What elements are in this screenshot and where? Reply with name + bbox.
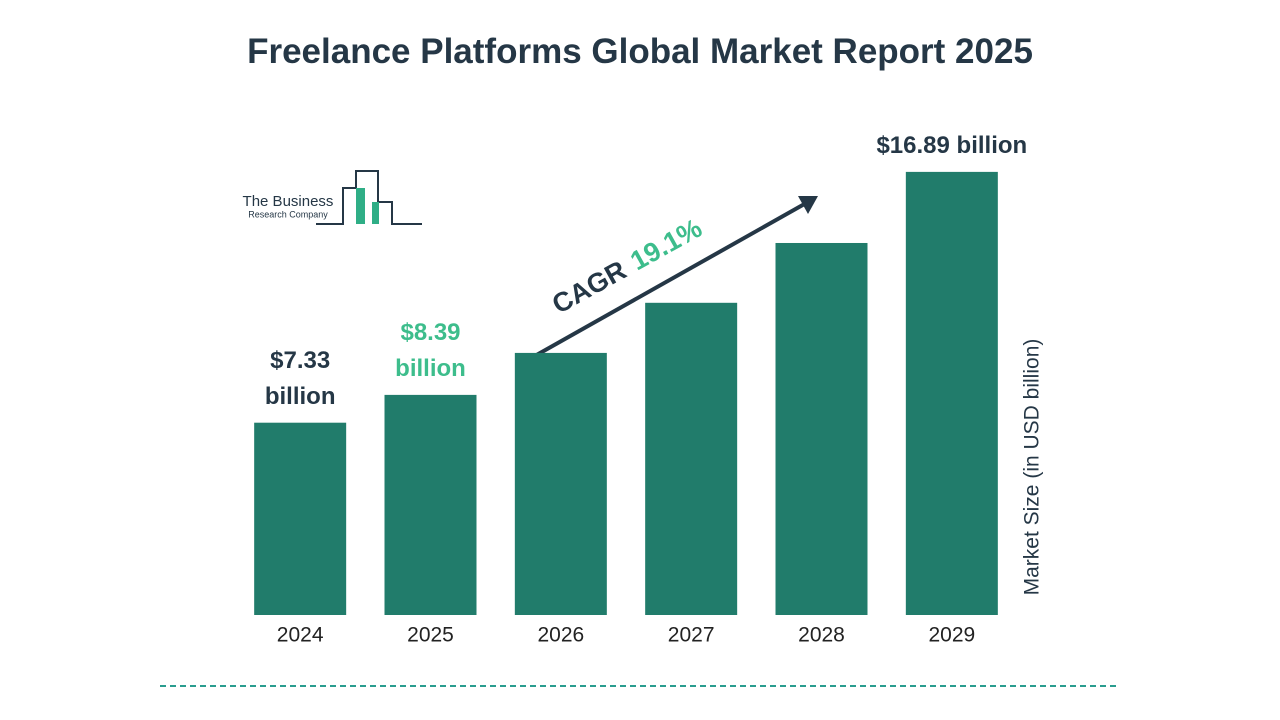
bar — [384, 394, 477, 615]
bar — [645, 302, 738, 615]
x-tick-label: 2026 — [537, 624, 584, 647]
y-axis-label: Market Size (in USD billion) — [1021, 339, 1044, 596]
x-tick-label: 2029 — [928, 624, 975, 647]
chart-title: Freelance Platforms Global Market Report… — [247, 32, 1033, 71]
x-tick-label: 2024 — [277, 624, 324, 647]
value-label: $8.39 billion — [395, 318, 466, 382]
cagr-arrowhead — [798, 196, 818, 214]
value-label: $16.89 billion — [876, 131, 1028, 159]
x-tick-label: 2028 — [798, 624, 845, 647]
bar — [254, 422, 347, 615]
value-label: $7.33 billion — [264, 346, 336, 410]
bar — [514, 352, 607, 615]
logo-subtext: Research Company — [248, 209, 328, 219]
bar — [905, 171, 998, 616]
x-tick-label: 2027 — [668, 624, 715, 647]
logo: The Business Research Company — [243, 170, 422, 225]
logo-text: The Business — [243, 193, 334, 210]
x-tick-label: 2025 — [407, 624, 454, 647]
bar — [775, 242, 868, 616]
cagr-arrow — [532, 200, 809, 359]
